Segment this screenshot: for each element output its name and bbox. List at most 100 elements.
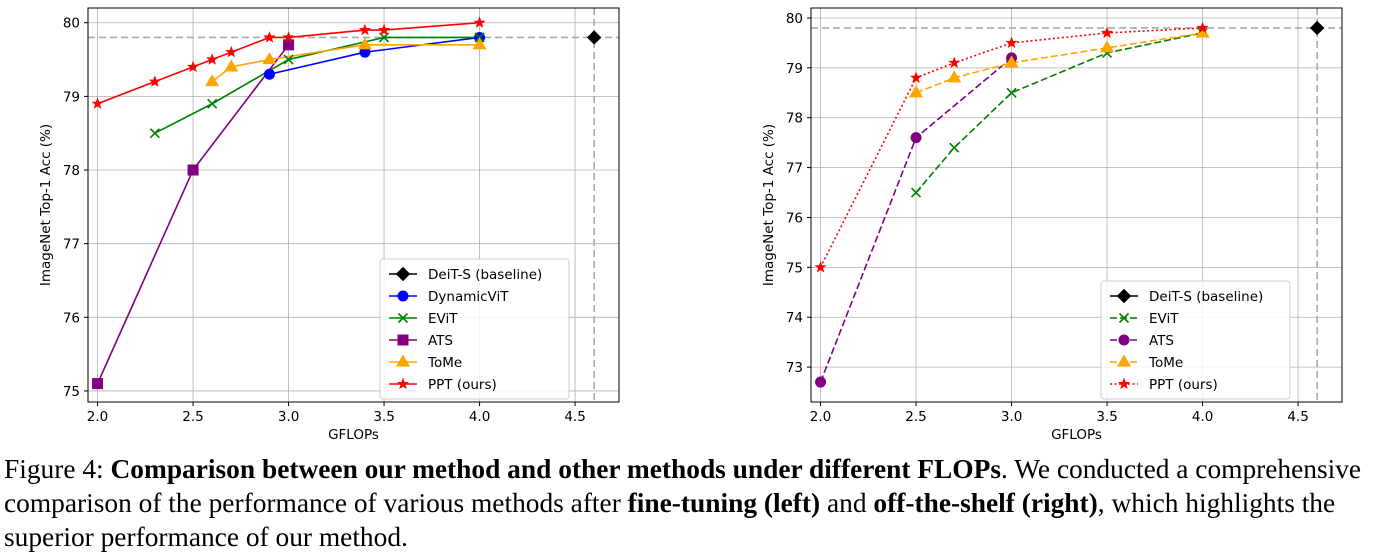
series-line-ppt-ours <box>819 27 1203 268</box>
chart-left-fine-tuning: 2.0 2.5 3.0 3.5 4.0 4.5 75 76 77 78 79 80 GFLOPs Imag… <box>38 7 620 443</box>
legend-entry-evit: EViT <box>1110 311 1179 327</box>
x-tick-label: 4.5 <box>564 409 585 425</box>
legend-marker <box>397 290 409 302</box>
data-point-ats <box>283 39 295 51</box>
data-point-dynamicvit <box>263 68 275 80</box>
caption-text-2: and <box>820 488 874 518</box>
legend-marker <box>395 354 411 367</box>
legend-marker <box>1118 312 1130 324</box>
data-point-ppt-ours <box>186 60 200 73</box>
legend-marker <box>397 312 409 324</box>
caption-title: Comparison between our method and other … <box>110 454 1002 484</box>
legend-entry-ats: ATS <box>1110 333 1174 349</box>
legend-label: EViT <box>1149 311 1179 327</box>
legend-label: ATS <box>428 333 453 349</box>
y-tick-label: 79 <box>63 89 80 105</box>
legend-label: ToMe <box>427 355 462 371</box>
data-point-ats <box>910 132 922 144</box>
caption-bold-fine-tuning: fine-tuning (left) <box>627 488 821 518</box>
y-tick-label: 78 <box>63 163 80 179</box>
x-tick-label: 4.5 <box>1287 409 1308 425</box>
data-point-ats <box>92 378 104 390</box>
axes-frame <box>87 7 620 403</box>
legend: DeiT-S (baseline) DynamicViT EViT ATS ToMe PP… <box>379 258 570 400</box>
caption-label: Figure 4: <box>4 454 104 484</box>
x-tick-label: 3.0 <box>1001 409 1022 425</box>
x-tick-label: 2.0 <box>87 409 108 425</box>
data-point-tome <box>1004 55 1019 68</box>
legend-entry-deit-s-baseline: DeiT-S (baseline) <box>389 266 542 283</box>
data-point-ppt-ours <box>225 45 238 58</box>
legend-marker <box>1116 288 1132 304</box>
legend-box <box>1100 280 1291 400</box>
legend-label: PPT (ours) <box>1149 377 1218 393</box>
legend-marker <box>1116 354 1132 367</box>
legend-label: ATS <box>1149 333 1174 349</box>
data-point-tome <box>262 52 277 65</box>
x-tick-label: 4.0 <box>1192 409 1213 425</box>
legend-entry-ppt-ours: PPT (ours) <box>1110 377 1218 393</box>
data-point-tome <box>224 59 239 72</box>
legend-entry-tome: ToMe <box>1110 354 1183 371</box>
y-tick-label: 80 <box>786 11 803 27</box>
data-point-ppt-ours <box>263 31 276 43</box>
y-tick-label: 77 <box>786 161 803 177</box>
data-point-ppt-ours <box>148 75 161 87</box>
x-axis-label: GFLOPs <box>328 427 379 443</box>
data-point-evit <box>910 187 922 198</box>
data-point-evit <box>283 54 294 65</box>
x-tick-label: 2.5 <box>182 409 203 425</box>
data-point-ppt-ours <box>1101 26 1114 39</box>
legend-marker <box>396 377 410 390</box>
legend-entry-dynamicvit: DynamicViT <box>389 289 509 305</box>
x-tick-label: 3.5 <box>1096 409 1117 425</box>
series-line-ppt-ours <box>97 21 480 105</box>
data-point-tome <box>947 70 962 83</box>
y-tick-label: 73 <box>786 360 803 376</box>
legend-label: PPT (ours) <box>428 377 497 393</box>
y-tick-label: 75 <box>786 260 803 276</box>
x-tick-label: 2.0 <box>810 409 831 425</box>
legend-label: DynamicViT <box>428 289 509 305</box>
legend-marker <box>395 266 411 282</box>
data-point-ppt-ours <box>473 16 486 28</box>
data-point-ppt-ours <box>91 97 104 109</box>
data-point-ats <box>815 376 827 388</box>
data-point-ppt-ours <box>358 23 372 36</box>
legend-label: ToMe <box>1148 355 1183 371</box>
series-line-evit <box>915 32 1203 194</box>
y-tick-label: 75 <box>63 384 80 400</box>
y-tick-label: 80 <box>63 16 80 32</box>
y-axis-label: ImageNet Top-1 Acc (%) <box>761 124 777 286</box>
data-point-tome <box>472 37 487 50</box>
data-point-ppt-ours <box>814 260 827 273</box>
data-point-tome <box>1100 40 1115 53</box>
legend-entry-ats: ATS <box>389 333 453 349</box>
legend-entry-evit: EViT <box>389 311 458 327</box>
data-point-ppt-ours <box>378 23 391 36</box>
legend-marker <box>1118 334 1130 346</box>
data-point-ppt-ours <box>206 53 219 65</box>
caption-text-1: . We conducted a comprehensive compariso… <box>4 454 1362 518</box>
y-tick-label: 76 <box>786 210 803 226</box>
y-tick-label: 79 <box>786 61 803 77</box>
legend: DeiT-S (baseline) EViT ATS ToMe PPT (ours) <box>1100 280 1291 400</box>
caption-bold-off-the-shelf: off-the-shelf (right) <box>873 488 1098 518</box>
legend-entry-ppt-ours: PPT (ours) <box>389 377 497 393</box>
x-tick-label: 4.0 <box>469 409 490 425</box>
legend-box <box>379 258 570 400</box>
y-tick-label: 78 <box>786 111 803 127</box>
chart-right-off-the-shelf: 2.0 2.5 3.0 3.5 4.0 4.5 73 74 75 76 77 78 79 80 GFLOPs… <box>761 7 1343 443</box>
data-point-ppt-ours <box>948 56 961 69</box>
axes-frame <box>810 7 1343 403</box>
legend-label: EViT <box>428 311 458 327</box>
y-tick-label: 76 <box>63 310 80 326</box>
x-tick-label: 2.5 <box>905 409 926 425</box>
legend-marker <box>397 334 409 346</box>
data-point-evit <box>207 98 218 109</box>
legend-entry-deit-s-baseline: DeiT-S (baseline) <box>1110 288 1263 305</box>
legend-label: DeiT-S (baseline) <box>1149 289 1263 305</box>
data-point-evit <box>1006 87 1017 98</box>
data-point-deit-s-baseline <box>1309 20 1325 36</box>
